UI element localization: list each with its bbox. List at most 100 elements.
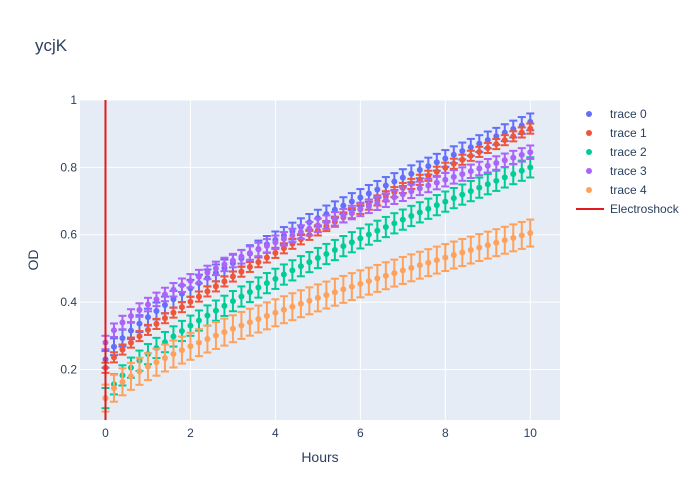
data-point [416,166,423,173]
data-point [110,385,117,392]
data-point [501,137,508,144]
data-point [306,297,313,304]
data-point [314,294,321,301]
y-tick-label: 0.8 [60,160,77,174]
data-point [161,302,168,309]
data-point [255,246,262,253]
data-point [450,160,457,167]
data-point [229,298,236,305]
legend-item[interactable]: trace 4 [586,183,647,197]
data-point [450,151,457,158]
data-point [297,263,304,270]
data-point [391,194,398,201]
data-point [238,322,245,329]
data-point [365,231,372,238]
data-point [374,227,381,234]
data-point [527,164,534,171]
data-point [374,200,381,207]
legend[interactable]: trace 0 trace 1 trace 2 trace 3 trace 4 Elect… [576,107,680,216]
data-point [493,133,500,140]
data-point [204,336,211,343]
data-point [459,191,466,198]
traces [101,112,535,413]
legend-item[interactable]: trace 2 [586,145,647,159]
data-point [119,378,126,385]
data-point [365,190,372,197]
data-point [365,203,372,210]
data-point [476,148,483,155]
data-point [518,129,525,136]
data-point [484,144,491,151]
legend-marker [586,187,592,193]
data-point [289,232,296,239]
data-point [399,191,406,198]
data-point [425,259,432,266]
data-point [178,327,185,334]
y-axis-label: OD [25,250,41,271]
data-point [382,197,389,204]
data-point [170,350,177,357]
data-point [263,312,270,319]
data-point [391,178,398,185]
data-point [467,168,474,175]
data-point [170,333,177,340]
data-point [331,289,338,296]
legend-item[interactable]: trace 0 [586,107,647,121]
data-point [263,280,270,287]
data-point [340,243,347,250]
legend-item[interactable]: trace 1 [586,126,647,140]
legend-marker [586,111,592,117]
data-point [459,156,466,163]
data-point [187,322,194,329]
data-point [433,168,440,175]
data-point [450,195,457,202]
data-point [153,359,160,366]
data-point [323,292,330,299]
data-point [518,167,525,174]
data-point [467,144,474,151]
data-point [331,247,338,254]
data-point [195,273,202,280]
data-point [119,319,126,326]
data-point [246,263,253,270]
data-point [280,245,287,252]
data-point [382,224,389,231]
data-point [501,174,508,181]
data-point [348,283,355,290]
data-point [459,171,466,178]
data-point [391,270,398,277]
legend-item[interactable]: trace 3 [586,164,647,178]
legend-label: Electroshock [610,202,680,216]
data-point [357,280,364,287]
data-point [442,254,449,261]
data-point [212,307,219,314]
legend-item[interactable]: Electroshock [576,202,680,216]
legend-marker [586,130,592,136]
data-point [408,212,415,219]
data-point [476,165,483,172]
data-point [204,269,211,276]
data-point [246,319,253,326]
data-point [144,301,151,308]
data-point [442,198,449,205]
data-point [187,298,194,305]
data-point [153,320,160,327]
x-tick-label: 4 [272,426,279,440]
data-point [263,242,270,249]
data-point [161,291,168,298]
data-point [501,157,508,164]
x-axis-label: Hours [301,449,338,465]
data-point [306,225,313,232]
data-point [272,275,279,282]
data-point [467,188,474,195]
data-point [204,288,211,295]
legend-marker [586,168,592,174]
data-point [484,242,491,249]
data-point [161,315,168,322]
data-point [178,282,185,289]
data-point [510,154,517,161]
data-point [229,257,236,264]
data-point [408,264,415,271]
data-point [348,239,355,246]
data-point [450,252,457,259]
